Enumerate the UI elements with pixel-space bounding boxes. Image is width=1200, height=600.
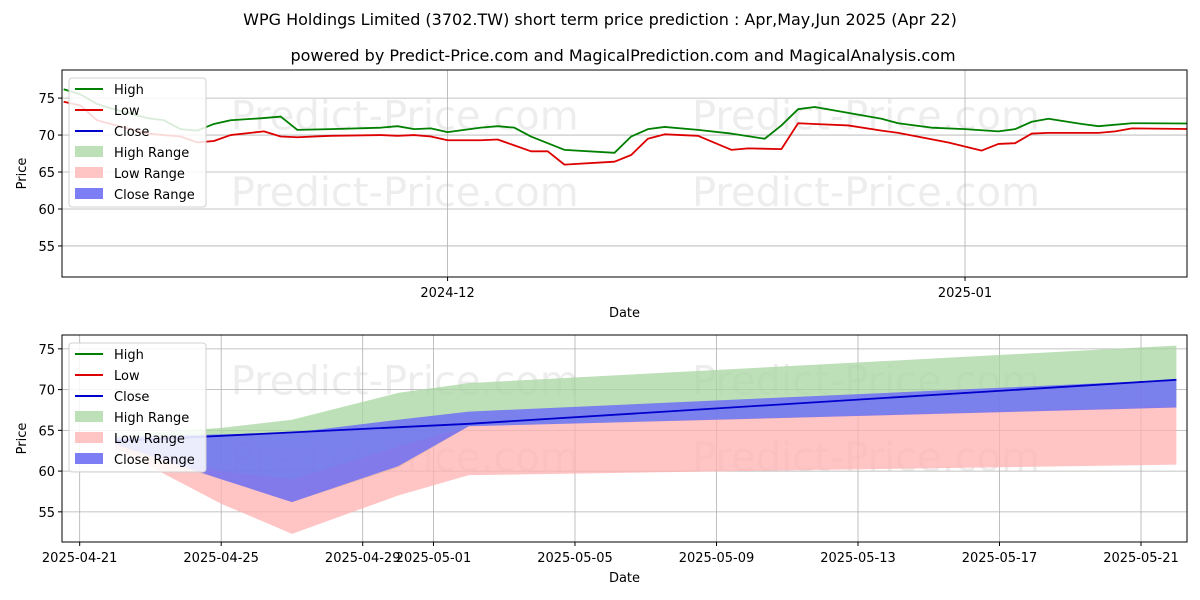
legend-box bbox=[68, 342, 207, 473]
x-tick-label: 2024-12 bbox=[420, 286, 474, 301]
series-lines bbox=[115, 378, 1177, 442]
plot-frame bbox=[61, 69, 1188, 278]
chart-title: WPG Holdings Limited (3702.TW) short ter… bbox=[243, 10, 957, 29]
legend: High Low Close High Range Low Range Close Ran… bbox=[68, 342, 207, 473]
low-range-legend-swatch bbox=[75, 432, 103, 443]
low-range-legend-swatch bbox=[75, 167, 103, 178]
close-range-band bbox=[115, 379, 1177, 503]
high-range-legend-swatch bbox=[75, 146, 103, 157]
x-tick-label: 2025-04-29 bbox=[325, 551, 401, 566]
low-legend-label: Low bbox=[114, 104, 140, 119]
low-range-band bbox=[115, 405, 1177, 534]
high-range-legend-swatch bbox=[75, 411, 103, 422]
high-legend-label: High bbox=[114, 83, 144, 98]
watermark-text: Predict-Price.com bbox=[231, 170, 579, 216]
x-tick-label: 2025-05-21 bbox=[1103, 551, 1179, 566]
x-tick-label: 2025-05-13 bbox=[820, 551, 896, 566]
close-legend-label: Close bbox=[114, 390, 149, 405]
low-range-legend-label: Low Range bbox=[114, 432, 185, 447]
x-tick-label: 2025-04-21 bbox=[42, 551, 118, 566]
y-tick-label: 60 bbox=[38, 203, 55, 218]
plot-frame bbox=[61, 334, 1188, 543]
y-axis-label: Price bbox=[15, 158, 30, 190]
y-tick-label: 65 bbox=[38, 424, 55, 439]
history-panel: Predict-Price.com Predict-Price.com Predic… bbox=[15, 69, 1188, 321]
close-range-legend-label: Close Range bbox=[114, 453, 195, 468]
x-axis-label: Date bbox=[609, 571, 640, 586]
y-tick-label: 75 bbox=[38, 343, 55, 358]
close-range-legend-swatch bbox=[75, 453, 103, 464]
prediction-panel: Predict-Price.comPredict-Price.comPredic… bbox=[15, 334, 1188, 586]
x-tick-label: 2025-01 bbox=[938, 286, 992, 301]
close-range-legend-swatch bbox=[75, 188, 103, 199]
x-tick-label: 2025-05-17 bbox=[962, 551, 1038, 566]
watermark-text: Predict-Price.com bbox=[692, 170, 1040, 216]
high-range-legend-label: High Range bbox=[114, 146, 189, 161]
high-range-legend-label: High Range bbox=[114, 411, 189, 426]
watermarks: Predict-Price.com Predict-Price.com Predic… bbox=[231, 93, 1040, 216]
x-axis-label: Date bbox=[609, 306, 640, 321]
y-axis-label: Price bbox=[15, 423, 30, 455]
y-tick-label: 70 bbox=[38, 129, 55, 144]
series-lines bbox=[63, 88, 1187, 166]
y-tick-label: 75 bbox=[38, 92, 55, 107]
low-legend-label: Low bbox=[114, 369, 140, 384]
high-legend-label: High bbox=[114, 348, 144, 363]
y-tick-label: 60 bbox=[38, 465, 55, 480]
x-tick-label: 2025-05-01 bbox=[396, 551, 472, 566]
close-legend-label: Close bbox=[114, 125, 149, 140]
range-bands bbox=[115, 345, 1177, 534]
x-tick-label: 2025-05-09 bbox=[679, 551, 755, 566]
y-tick-label: 55 bbox=[38, 240, 55, 255]
x-tick-label: 2025-04-25 bbox=[183, 551, 259, 566]
x-tick-label: 2025-05-05 bbox=[537, 551, 613, 566]
y-tick-label: 55 bbox=[38, 506, 55, 521]
y-tick-label: 70 bbox=[38, 384, 55, 399]
close-series-line bbox=[115, 378, 1177, 442]
y-tick-label: 65 bbox=[38, 166, 55, 181]
watermark-text: Predict-Price.com bbox=[231, 93, 579, 139]
high-series-line bbox=[63, 88, 1187, 154]
legend-box bbox=[68, 77, 207, 208]
chart-subtitle: powered by Predict-Price.com and Magical… bbox=[290, 46, 955, 65]
low-range-legend-label: Low Range bbox=[114, 167, 185, 182]
legend: High Low Close High Range Low Range Close Ran… bbox=[68, 77, 207, 208]
close-range-legend-label: Close Range bbox=[114, 188, 195, 203]
low-series-line bbox=[63, 100, 1187, 166]
